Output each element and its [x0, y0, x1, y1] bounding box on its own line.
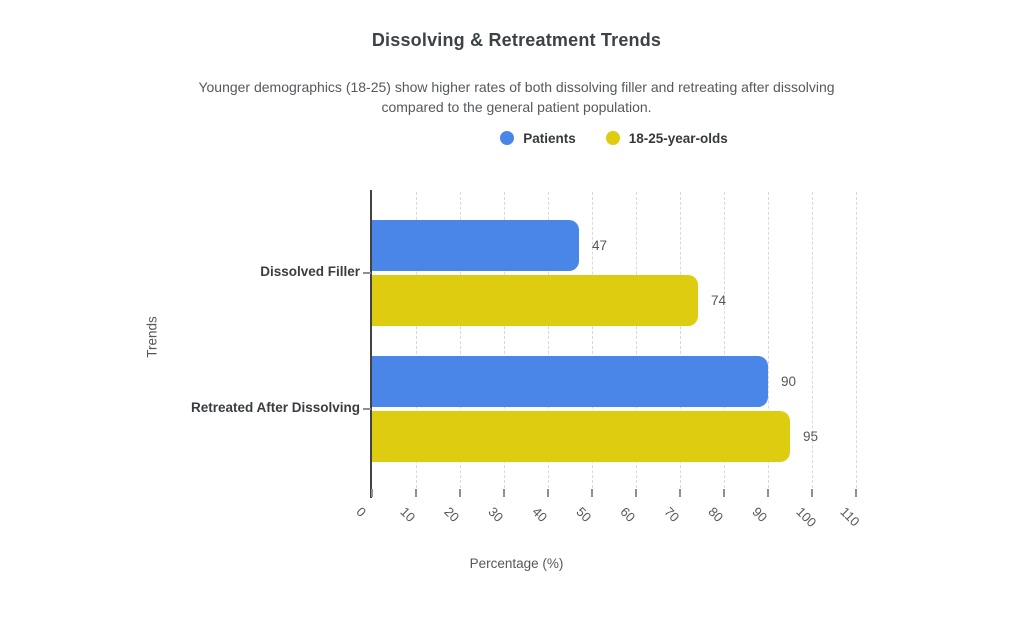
gridline	[768, 192, 769, 488]
y-axis-line	[370, 190, 372, 498]
x-tick-label: 80	[705, 504, 727, 525]
x-axis-tick	[723, 489, 725, 497]
y-axis-tick	[363, 408, 371, 410]
x-tick-label: 10	[397, 504, 419, 525]
x-axis-tick	[679, 489, 681, 497]
gridline	[460, 192, 461, 488]
bar-18-25-year-olds	[372, 411, 790, 462]
x-tick-label: 100	[793, 504, 820, 530]
legend-circle-icon	[500, 131, 515, 145]
bar-patients	[372, 356, 768, 407]
gridline	[856, 192, 857, 488]
legend-label: 18-25-year-olds	[628, 130, 728, 146]
legend-label: Patients	[523, 130, 576, 146]
legend-circle-icon	[605, 131, 620, 145]
x-axis-tick	[415, 489, 417, 497]
x-tick-label: 30	[485, 504, 507, 525]
gridline	[724, 192, 725, 488]
x-tick-label: 0	[353, 504, 370, 520]
x-axis-tick	[503, 489, 505, 497]
bar-value-label: 90	[781, 374, 797, 389]
legend: Patients 18-25-year-olds	[372, 128, 856, 148]
x-tick-label: 50	[573, 504, 595, 525]
bar-value-label: 74	[711, 293, 727, 308]
x-axis-tick	[635, 489, 637, 497]
chart-subtitle: Younger demographics (18-25) show higher…	[198, 79, 835, 115]
x-axis-tick	[371, 489, 373, 497]
bar-value-label: 95	[803, 429, 819, 444]
chart-title: Dissolving & Retreatment Trends	[371, 30, 662, 50]
gridline	[812, 192, 813, 488]
y-axis-tick	[363, 272, 371, 274]
x-tick-label: 40	[529, 504, 551, 525]
category-label: Retreated After Dissolving	[190, 400, 360, 415]
y-axis-title: Trends	[144, 316, 160, 358]
x-tick-label: 70	[661, 504, 683, 525]
bar-value-label: 47	[592, 238, 608, 253]
x-axis-tick	[591, 489, 593, 497]
x-tick-label: 90	[749, 504, 771, 525]
x-tick-label: 60	[617, 504, 639, 525]
bar-18-25-year-olds	[372, 275, 698, 326]
gridline	[548, 192, 549, 488]
gridline	[592, 192, 593, 488]
gridline	[680, 192, 681, 488]
x-axis-tick	[811, 489, 813, 497]
x-axis-tick	[459, 489, 461, 497]
x-axis-title: Percentage (%)	[469, 556, 564, 571]
x-tick-label: 20	[441, 504, 463, 525]
gridline	[504, 192, 505, 488]
x-axis-tick	[767, 489, 769, 497]
legend-item-18-25[interactable]: 18-25-year-olds	[605, 130, 728, 146]
category-label: Dissolved Filler	[260, 264, 360, 279]
gridline	[636, 192, 637, 488]
bar-patients	[372, 220, 579, 271]
plot-area: 47 74 90 95	[372, 192, 860, 497]
x-axis-tick	[855, 489, 857, 497]
x-tick-label: 110	[837, 504, 863, 530]
x-axis-tick	[547, 489, 549, 497]
gridline	[416, 192, 417, 488]
legend-item-patients[interactable]: Patients	[500, 131, 576, 146]
